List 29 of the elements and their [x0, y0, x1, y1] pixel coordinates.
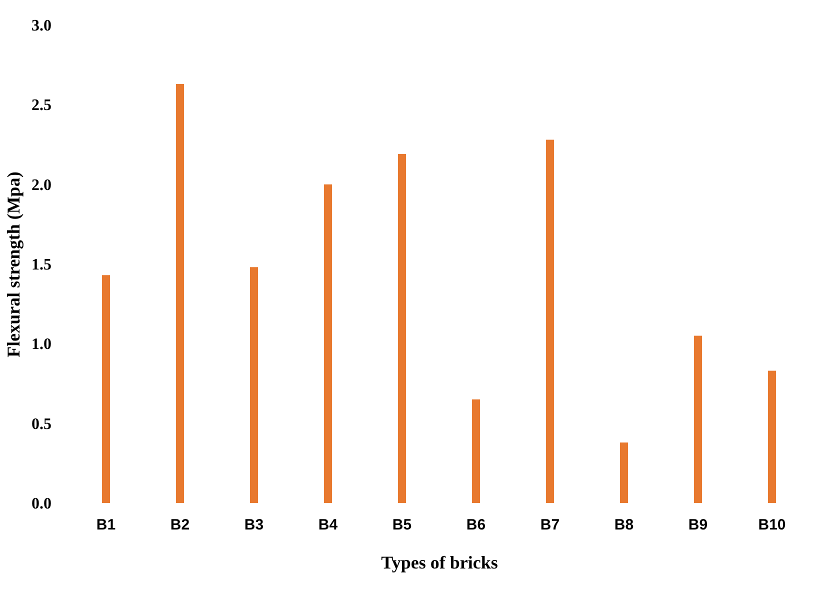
- bar: [176, 84, 184, 503]
- bar: [546, 140, 554, 503]
- x-tick-label: B2: [170, 516, 190, 534]
- bar: [250, 267, 258, 503]
- y-tick-label: 3.0: [32, 18, 52, 34]
- bar: [102, 275, 110, 503]
- x-tick-label: B10: [758, 516, 786, 534]
- x-tick-label: B1: [96, 516, 116, 534]
- x-axis-title: Types of bricks: [381, 552, 498, 572]
- y-tick-label: 2.5: [32, 97, 52, 114]
- bar: [768, 370, 776, 503]
- y-tick-label: 0.0: [32, 496, 52, 512]
- bar: [472, 399, 480, 503]
- y-tick-label: 0.5: [32, 416, 52, 433]
- y-axis-title: Flexural strength (Mpa): [4, 172, 24, 358]
- x-tick-label: B4: [318, 516, 338, 534]
- x-tick-label: B3: [244, 516, 264, 534]
- x-tick-label: B8: [614, 516, 634, 534]
- x-tick-label: B6: [466, 516, 486, 534]
- bar: [620, 442, 628, 503]
- y-tick-label: 1.5: [32, 256, 52, 274]
- bar: [398, 154, 406, 503]
- y-tick-label: 1.0: [32, 336, 52, 354]
- x-tick-label: B7: [540, 516, 560, 534]
- y-tick-label: 2.0: [32, 176, 52, 194]
- x-tick-label: B5: [392, 516, 412, 534]
- bar: [324, 184, 332, 503]
- x-tick-label: B9: [688, 516, 708, 534]
- bar: [694, 336, 702, 503]
